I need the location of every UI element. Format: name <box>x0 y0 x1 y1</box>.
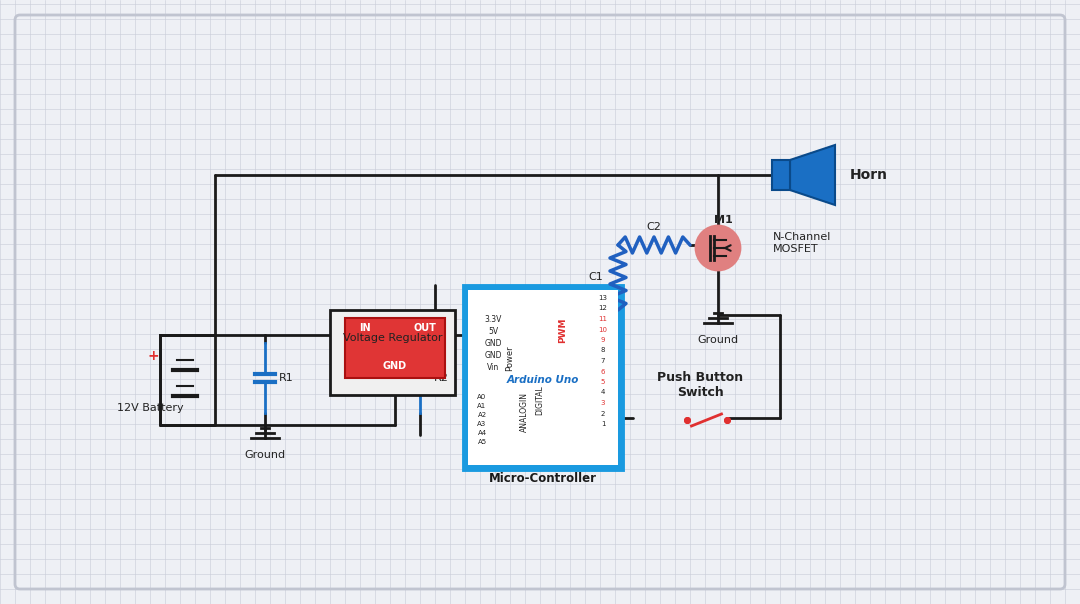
Text: Micro-Controller: Micro-Controller <box>489 472 597 486</box>
Text: 11: 11 <box>598 316 607 322</box>
Text: 3: 3 <box>600 400 605 406</box>
Text: +: + <box>147 349 159 363</box>
Polygon shape <box>789 145 835 205</box>
Text: 12: 12 <box>598 306 607 312</box>
Text: Arduino Uno: Arduino Uno <box>507 375 579 385</box>
Text: C1: C1 <box>589 272 604 283</box>
Text: IN: IN <box>360 323 370 333</box>
Text: GND: GND <box>383 361 407 371</box>
Text: A1: A1 <box>477 403 487 409</box>
Text: 9: 9 <box>600 337 605 343</box>
Text: N-Channel
MOSFET: N-Channel MOSFET <box>773 232 832 254</box>
Text: C2: C2 <box>647 222 661 232</box>
Text: Power: Power <box>505 345 514 371</box>
Text: 6: 6 <box>600 368 605 374</box>
Text: 7: 7 <box>600 358 605 364</box>
Text: 5V: 5V <box>488 327 498 336</box>
Text: 8: 8 <box>600 347 605 353</box>
Text: 13: 13 <box>598 295 607 301</box>
Text: M1: M1 <box>714 215 732 225</box>
Text: Push Button
Switch: Push Button Switch <box>657 371 743 399</box>
Text: Voltage Regulator: Voltage Regulator <box>342 333 442 343</box>
Text: 2: 2 <box>600 411 605 417</box>
Text: 1: 1 <box>600 421 605 427</box>
Text: 12V Battery: 12V Battery <box>117 403 184 413</box>
Text: R2: R2 <box>434 373 449 383</box>
Circle shape <box>696 226 740 270</box>
Text: A2: A2 <box>477 412 487 418</box>
Text: A0: A0 <box>477 394 487 400</box>
Text: 3.3V: 3.3V <box>484 315 502 324</box>
Text: Ground: Ground <box>698 335 739 345</box>
Text: GND: GND <box>484 352 502 361</box>
Text: 10: 10 <box>598 327 607 332</box>
Text: A5: A5 <box>477 439 487 445</box>
Text: Ground: Ground <box>244 450 285 460</box>
Text: DIGITAL: DIGITAL <box>536 385 544 415</box>
Text: 5: 5 <box>600 379 605 385</box>
Text: ANALOGIN: ANALOGIN <box>519 392 528 432</box>
Text: A4: A4 <box>477 430 487 436</box>
Text: GND: GND <box>484 339 502 349</box>
FancyBboxPatch shape <box>464 286 622 469</box>
Text: OUT: OUT <box>414 323 436 333</box>
Text: Horn: Horn <box>850 168 888 182</box>
Text: PWM: PWM <box>558 317 567 342</box>
Text: A3: A3 <box>477 421 487 427</box>
FancyBboxPatch shape <box>330 310 455 395</box>
FancyBboxPatch shape <box>772 160 789 190</box>
Text: Vin: Vin <box>487 364 499 373</box>
FancyBboxPatch shape <box>345 318 445 378</box>
FancyBboxPatch shape <box>468 290 618 465</box>
Text: 4: 4 <box>600 390 605 396</box>
Text: R1: R1 <box>279 373 294 383</box>
